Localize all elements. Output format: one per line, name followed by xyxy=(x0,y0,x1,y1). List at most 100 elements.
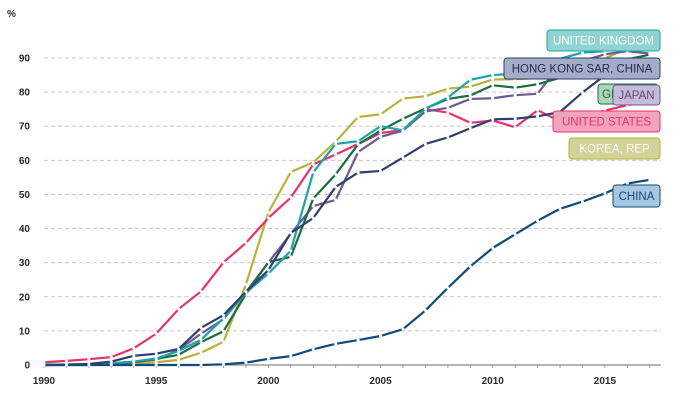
data-point-hong-kong-sar-china xyxy=(177,347,181,351)
series-label-box xyxy=(568,137,661,160)
data-point-hong-kong-sar-china xyxy=(446,135,450,139)
data-point-germany xyxy=(177,353,181,357)
data-point-japan xyxy=(311,204,315,208)
data-point-germany xyxy=(468,94,472,98)
data-point-united-kingdom xyxy=(580,51,584,55)
data-point-united-states xyxy=(221,260,225,264)
x-tick-label: 1990 xyxy=(33,376,56,387)
data-point-united-kingdom xyxy=(468,78,472,82)
data-point-germany xyxy=(289,255,293,259)
y-tick-label: 10 xyxy=(19,326,31,337)
data-point-china xyxy=(64,363,68,367)
y-tick-label: 80 xyxy=(19,88,31,99)
series-label-text: JAPAN xyxy=(618,90,654,102)
data-point-united-states xyxy=(266,216,270,220)
y-tick-label: 0 xyxy=(24,361,30,372)
data-point-germany xyxy=(536,82,540,86)
series-label-text: UNITED KINGDOM xyxy=(553,36,654,48)
data-point-korea-rep xyxy=(199,351,203,355)
data-point-china xyxy=(87,363,91,367)
data-point-japan xyxy=(536,92,540,96)
data-point-japan xyxy=(199,332,203,336)
data-point-korea-rep xyxy=(221,340,225,344)
data-point-germany xyxy=(334,172,338,176)
data-point-united-states xyxy=(42,360,46,364)
data-point-china xyxy=(603,191,607,195)
data-point-korea-rep xyxy=(244,283,248,286)
data-point-united-states xyxy=(199,289,203,293)
data-point-hong-kong-sar-china xyxy=(423,142,427,146)
data-point-korea-rep xyxy=(423,94,427,98)
y-tick-label: 50 xyxy=(19,190,31,201)
series-label-text: UNITED STATES xyxy=(562,117,651,129)
data-point-hong-kong-sar-china xyxy=(536,114,540,118)
data-point-united-states xyxy=(64,359,68,363)
y-tick-label: 40 xyxy=(19,224,31,235)
series-label-box xyxy=(546,29,661,52)
data-point-china xyxy=(580,200,584,204)
data-point-china xyxy=(109,363,113,367)
data-point-united-kingdom xyxy=(491,73,495,77)
data-point-china xyxy=(199,363,203,367)
data-point-japan xyxy=(603,52,607,56)
data-point-hong-kong-sar-china xyxy=(311,216,315,220)
x-tick-label: 2000 xyxy=(257,376,280,387)
data-point-hong-kong-sar-china xyxy=(334,185,338,189)
data-point-hong-kong-sar-china xyxy=(109,360,113,364)
y-tick-label: 70 xyxy=(19,122,31,133)
axis-layer: % 0 10 20 30 40 50 60 70 80 90 1990 1995 2000 2005 2010… xyxy=(7,9,651,387)
data-point-united-kingdom xyxy=(221,316,225,320)
series-label-hong-kong-sar-china: HONG KONG SAR, CHINA xyxy=(503,57,661,80)
data-point-united-kingdom xyxy=(334,142,338,146)
series-line-united-states xyxy=(42,101,651,364)
data-point-hong-kong-sar-china xyxy=(199,326,203,330)
series-layer xyxy=(42,39,652,367)
data-point-japan xyxy=(491,96,495,100)
data-point-china xyxy=(244,361,248,365)
data-point-korea-rep xyxy=(334,140,338,144)
data-point-united-states xyxy=(87,357,91,361)
data-point-china xyxy=(491,246,495,250)
data-point-hong-kong-sar-china xyxy=(401,156,405,160)
data-point-united-states xyxy=(177,307,181,311)
data-point-china xyxy=(648,178,652,182)
data-point-united-states xyxy=(334,153,338,157)
data-point-united-states xyxy=(513,125,517,129)
data-point-china xyxy=(334,342,338,346)
series-label-korea-rep: KOREA, REP xyxy=(568,137,661,160)
data-point-united-states xyxy=(536,108,540,112)
data-point-japan xyxy=(468,97,472,101)
data-point-korea-rep xyxy=(154,360,158,364)
data-point-united-states xyxy=(468,121,472,125)
data-point-hong-kong-sar-china xyxy=(580,90,584,94)
data-point-korea-rep xyxy=(446,87,450,91)
data-point-japan xyxy=(446,106,450,110)
y-tick-label: 30 xyxy=(19,258,31,269)
data-point-china xyxy=(289,354,293,358)
data-point-hong-kong-sar-china xyxy=(244,290,248,294)
series-label-box xyxy=(612,184,661,208)
data-point-china xyxy=(356,338,360,342)
x-tick-label: 2005 xyxy=(369,376,392,387)
series-line-china xyxy=(42,178,651,367)
series-label-china: CHINA xyxy=(612,184,661,208)
data-point-hong-kong-sar-china xyxy=(221,313,225,317)
data-point-germany xyxy=(401,117,405,121)
y-tick-label: 60 xyxy=(19,156,31,167)
data-point-united-kingdom xyxy=(356,139,360,143)
data-point-hong-kong-sar-china xyxy=(154,352,158,356)
series-label-box xyxy=(612,84,661,106)
data-point-china xyxy=(513,232,517,236)
data-point-united-kingdom xyxy=(154,357,158,361)
data-point-korea-rep xyxy=(401,97,405,101)
series-label-united-states: UNITED STATES xyxy=(552,110,661,133)
data-point-united-states xyxy=(289,196,293,200)
data-point-china xyxy=(311,347,315,351)
data-point-united-kingdom xyxy=(401,128,405,132)
data-point-china xyxy=(401,327,405,331)
data-point-china xyxy=(154,363,158,367)
data-point-china xyxy=(132,363,136,367)
series-line-hong-kong-sar-china xyxy=(42,58,651,367)
